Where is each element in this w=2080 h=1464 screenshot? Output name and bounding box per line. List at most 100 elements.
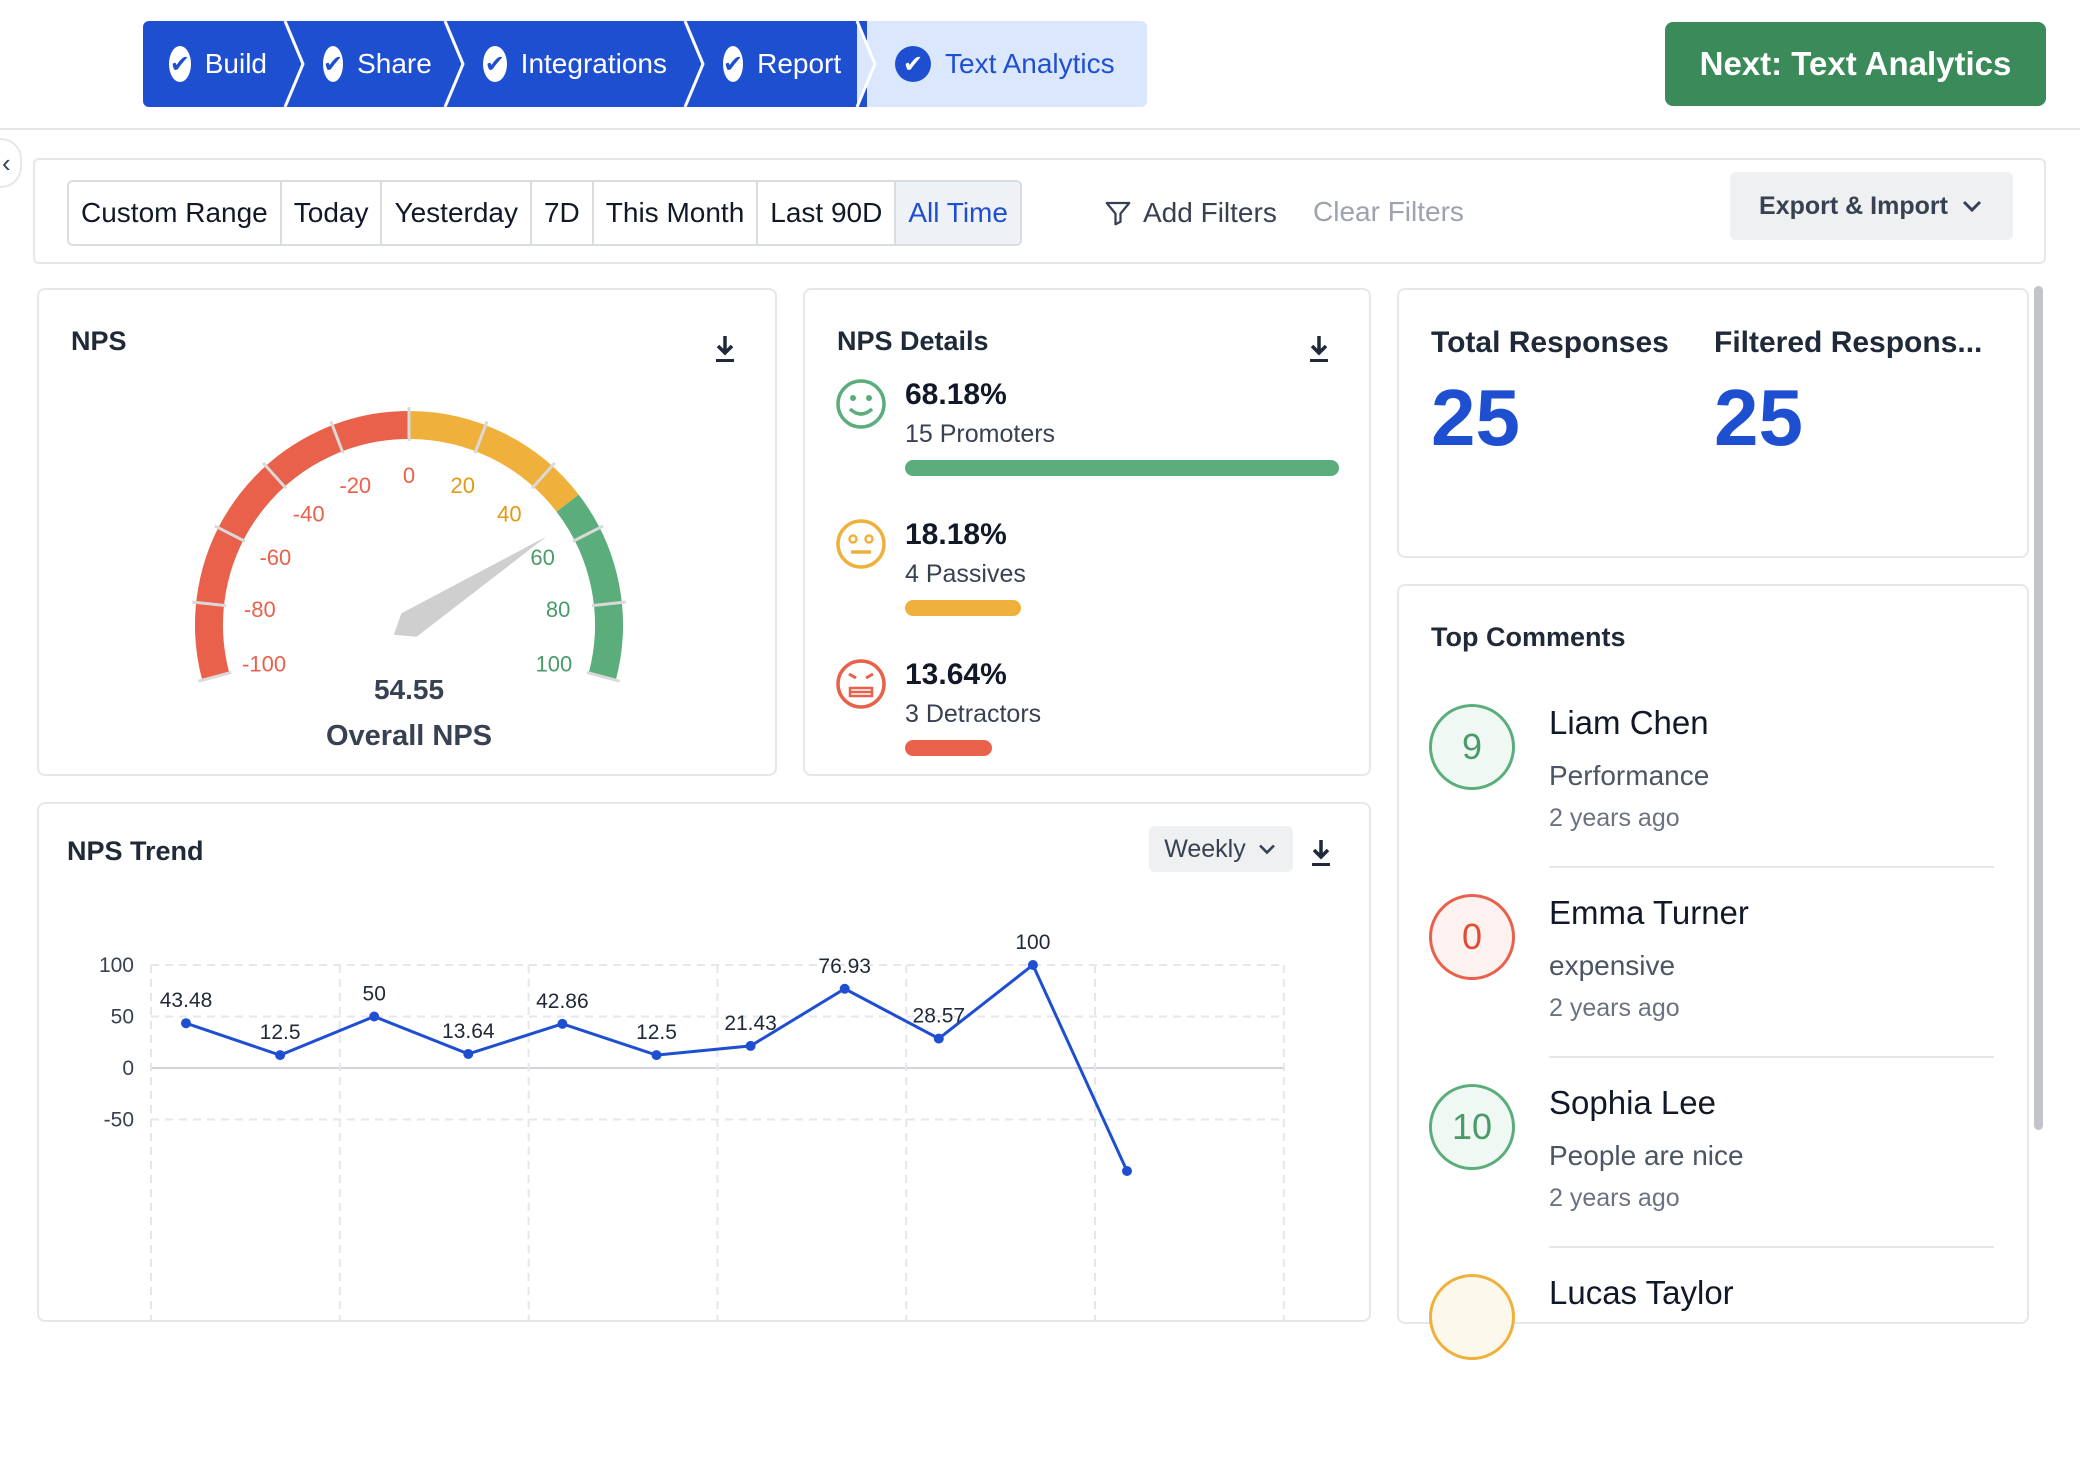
total-responses-value: 25 <box>1431 373 1520 462</box>
gauge-tick <box>572 524 604 543</box>
passives-percent: 18.18% <box>905 518 1007 551</box>
step-separator <box>443 21 465 107</box>
gauge-needle <box>393 536 547 637</box>
data-point <box>1027 960 1038 970</box>
step-integrations[interactable]: ✔ Integrations <box>455 21 705 107</box>
page-scrollbar[interactable] <box>2034 286 2043 1130</box>
step-separator <box>283 21 305 107</box>
comment-time: 2 years ago <box>1549 994 1680 1022</box>
check-icon: ✔ <box>723 46 744 82</box>
download-icon[interactable] <box>713 334 737 364</box>
gauge-tick-label: 60 <box>530 545 554 570</box>
neutral-face-icon <box>836 519 886 569</box>
nps-caption: Overall NPS <box>325 720 493 752</box>
comment-item[interactable]: 10 Sophia Lee People are nice 2 years ag… <box>1429 1084 2004 1274</box>
data-point <box>933 1033 944 1044</box>
detractors-row: 13.64% 3 Detractors <box>835 658 1345 768</box>
commenter-name: Sophia Lee <box>1549 1084 1716 1121</box>
comment-item[interactable]: 0 Emma Turner expensive 2 years ago <box>1429 894 2004 1084</box>
gauge-tick-label: 20 <box>450 473 474 498</box>
nps-score-badge <box>1429 1274 1515 1360</box>
comment-text: People are nice <box>1549 1140 1744 1171</box>
range-all-time[interactable]: All Time <box>896 182 1020 244</box>
next-button[interactable]: Next: Text Analytics <box>1665 22 2046 106</box>
step-share[interactable]: ✔ Share <box>295 21 465 107</box>
gauge-segment <box>408 411 579 512</box>
nps-details-card: NPS Details 68.18% 15 Promoters 18.18% 4… <box>803 288 1371 776</box>
filter-icon <box>1105 201 1131 226</box>
data-point <box>557 1018 568 1029</box>
comment-text: expensive <box>1549 950 1676 981</box>
step-separator <box>683 21 705 107</box>
range-yesterday[interactable]: Yesterday <box>382 182 532 244</box>
check-icon: ✔ <box>895 46 931 82</box>
comment-item[interactable]: Lucas Taylor <box>1429 1274 2004 1464</box>
gauge-tick-label: -40 <box>293 501 325 526</box>
gauge-tick <box>473 420 489 454</box>
download-icon[interactable] <box>1307 334 1331 364</box>
promoters-count: 15 Promoters <box>905 420 1056 448</box>
add-filters-button[interactable]: Add Filters <box>1103 190 1277 236</box>
step-build[interactable]: ✔ Build <box>143 21 305 107</box>
divider <box>1549 1246 1994 1248</box>
gauge-tick <box>530 461 556 490</box>
gauge-tick-label: 0 <box>403 463 415 488</box>
sidebar-collapse-handle[interactable]: ‹ <box>0 138 22 188</box>
step-separator <box>855 21 877 107</box>
data-point <box>181 1018 191 1029</box>
gauge-tick-label: 100 <box>536 652 573 677</box>
nps-card: NPS -100 -80 -60 -40 -20 0 20 40 60 80 100 54.55 O… <box>37 288 777 776</box>
data-label: 28.57 <box>913 1005 966 1028</box>
divider <box>1549 1056 1994 1058</box>
range-today[interactable]: Today <box>281 182 383 244</box>
gauge-tick-label: 40 <box>497 501 521 526</box>
nps-score-badge: 9 <box>1429 704 1515 790</box>
passives-bar <box>905 600 1021 616</box>
response-totals-card: Total Responses 25 Filtered Respons... 2… <box>1397 288 2029 558</box>
gauge-segment <box>195 411 410 681</box>
y-tick-label: 0 <box>122 1057 134 1080</box>
comment-item[interactable]: 9 Liam Chen Performance 2 years ago <box>1429 704 2004 894</box>
range-last-90d[interactable]: Last 90D <box>758 182 897 244</box>
comment-time: 2 years ago <box>1549 804 1680 832</box>
data-label: 13.64 <box>442 1020 495 1043</box>
export-import-label: Export & Import <box>1759 191 1948 220</box>
nps-trend-title: NPS Trend <box>67 836 204 866</box>
y-tick-label: 100 <box>99 954 134 977</box>
filter-bar: Custom Range Today Yesterday 7D This Mon… <box>33 158 2046 264</box>
export-import-button[interactable]: Export & Import <box>1730 172 2013 240</box>
gauge-segment <box>556 494 623 681</box>
step-report[interactable]: ✔ Report <box>695 21 877 107</box>
chart-grid <box>150 964 1285 1320</box>
chevron-down-icon <box>1258 844 1275 855</box>
commenter-name: Liam Chen <box>1549 704 1709 741</box>
nps-score: 54.55 <box>373 674 445 705</box>
top-comments-title: Top Comments <box>1431 622 1626 652</box>
range-this-month[interactable]: This Month <box>593 182 759 244</box>
data-label: 21.43 <box>724 1012 777 1035</box>
step-label: Text Analytics <box>945 48 1115 79</box>
clear-filters-button[interactable]: Clear Filters <box>1313 196 1464 227</box>
data-label: 100 <box>1015 931 1050 954</box>
range-custom[interactable]: Custom Range <box>69 182 282 244</box>
step-text-analytics[interactable]: ✔ Text Analytics <box>867 21 1147 107</box>
y-axis-ticks: 100 50 0 -50 <box>99 954 134 1132</box>
gauge-tick <box>591 600 626 608</box>
nps-score-badge: 10 <box>1429 1084 1515 1170</box>
total-responses-label: Total Responses <box>1431 326 1669 359</box>
divider <box>1549 866 1994 868</box>
gauge-tick <box>214 524 246 543</box>
promoters-bar <box>905 460 1339 476</box>
download-icon[interactable] <box>1309 838 1333 868</box>
nps-trend-chart: 100 50 0 -50 43.48 12.5 50 13.64 42.86 12.5 21.43… <box>99 931 1285 1320</box>
gauge-tick <box>329 420 345 454</box>
range-7d[interactable]: 7D <box>531 182 594 244</box>
step-label: Share <box>357 48 432 79</box>
data-point <box>745 1040 756 1051</box>
step-label: Report <box>757 48 842 79</box>
nps-gauge: -100 -80 -60-40 -20 0 20 40 60 80 100 <box>192 407 626 683</box>
check-icon: ✔ <box>169 46 191 82</box>
interval-select[interactable]: Weekly <box>1149 826 1293 872</box>
gauge-tick <box>192 600 227 608</box>
add-filters-label: Add Filters <box>1143 197 1277 228</box>
